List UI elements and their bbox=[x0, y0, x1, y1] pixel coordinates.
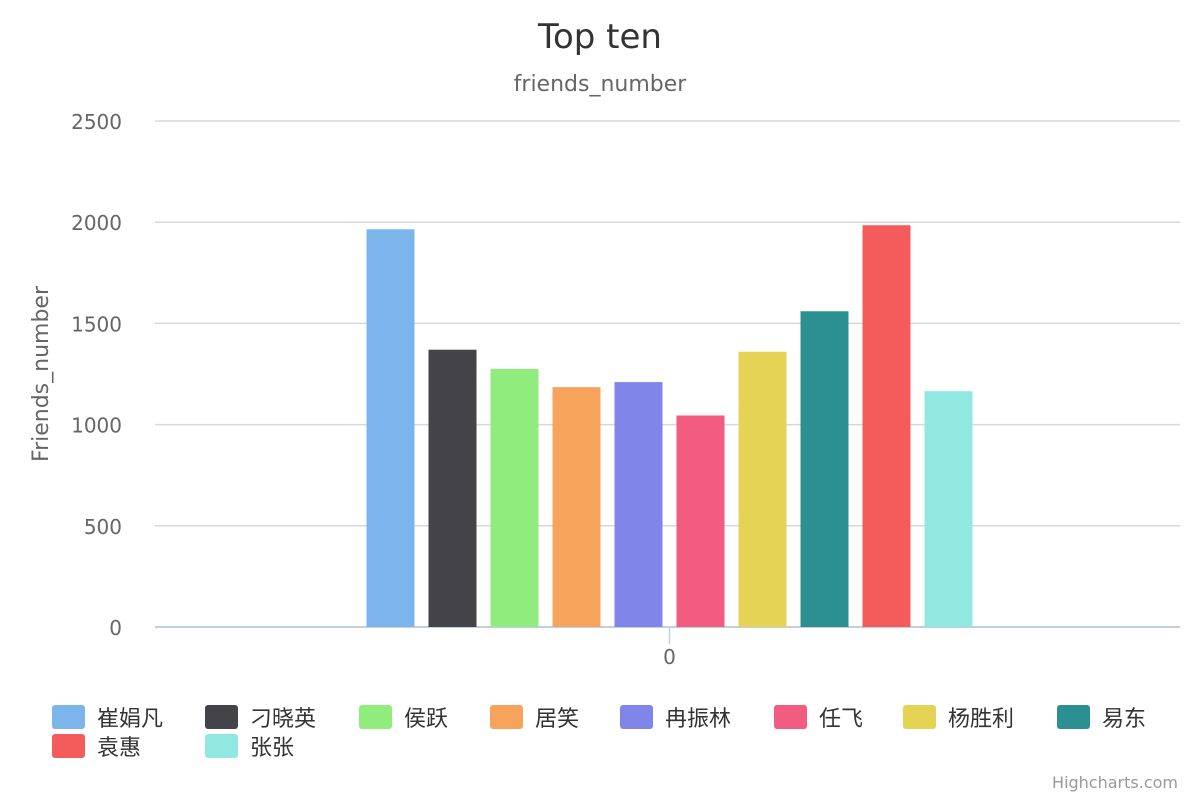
legend-swatch bbox=[205, 734, 238, 758]
bars bbox=[366, 225, 973, 627]
bar-10[interactable] bbox=[924, 391, 973, 627]
legend-item-1[interactable]: 崔娟凡 bbox=[52, 702, 163, 732]
legend-label: 易东 bbox=[1102, 707, 1147, 732]
legend-item-3[interactable]: 侯跃 bbox=[359, 702, 448, 732]
legend-label: 崔娟凡 bbox=[97, 707, 164, 732]
y-tick-label: 1000 bbox=[71, 414, 122, 438]
y-tick-label: 500 bbox=[84, 515, 122, 539]
bar-8[interactable] bbox=[800, 311, 849, 627]
bar-2[interactable] bbox=[428, 349, 477, 627]
legend-swatch bbox=[52, 705, 85, 729]
legend-swatch bbox=[1057, 705, 1090, 729]
legend-label: 袁惠 bbox=[97, 736, 142, 761]
legend-label: 杨胜利 bbox=[948, 707, 1015, 732]
legend-swatch bbox=[774, 705, 807, 729]
legend-swatch bbox=[620, 705, 653, 729]
legend-item-6[interactable]: 任飞 bbox=[774, 702, 863, 732]
bar-7[interactable] bbox=[738, 351, 787, 627]
bar-3[interactable] bbox=[490, 368, 539, 627]
legend-swatch bbox=[52, 734, 85, 758]
legend-label: 任飞 bbox=[819, 707, 864, 732]
legend-item-8[interactable]: 易东 bbox=[1057, 702, 1146, 732]
legend-swatch bbox=[205, 705, 238, 729]
legend-swatch bbox=[359, 705, 392, 729]
y-tick-label: 2000 bbox=[71, 211, 122, 235]
legend-item-4[interactable]: 居笑 bbox=[490, 702, 579, 732]
y-tick-label: 1500 bbox=[71, 312, 122, 336]
gridlines bbox=[155, 120, 1180, 628]
y-axis-label: Friends_number bbox=[29, 285, 54, 462]
legend-item-5[interactable]: 冉振林 bbox=[620, 702, 731, 732]
legend-item-9[interactable]: 袁惠 bbox=[52, 731, 141, 761]
bar-6[interactable] bbox=[676, 415, 725, 627]
bar-4[interactable] bbox=[552, 387, 601, 627]
legend-label: 冉振林 bbox=[665, 707, 732, 732]
legend-swatch bbox=[903, 705, 936, 729]
y-axis-ticks: 0 500 1000 1500 2000 2500 bbox=[71, 110, 122, 640]
legend-swatch bbox=[490, 705, 523, 729]
legend-item-10[interactable]: 张张 bbox=[205, 731, 294, 761]
credits-link[interactable]: Highcharts.com bbox=[1052, 773, 1178, 792]
y-tick-label: 0 bbox=[109, 616, 122, 640]
legend-item-7[interactable]: 杨胜利 bbox=[903, 702, 1014, 732]
x-tick-label: 0 bbox=[663, 645, 676, 669]
bar-5[interactable] bbox=[614, 382, 663, 627]
legend-label: 居笑 bbox=[535, 707, 580, 732]
legend-label: 侯跃 bbox=[404, 707, 449, 732]
legend-item-2[interactable]: 刁晓英 bbox=[205, 702, 316, 732]
legend-label: 刁晓英 bbox=[250, 707, 317, 732]
y-tick-label: 2500 bbox=[71, 110, 122, 134]
bar-9[interactable] bbox=[862, 225, 911, 627]
chart-subtitle: friends_number bbox=[514, 72, 688, 97]
bar-1[interactable] bbox=[366, 229, 415, 627]
x-axis: 0 bbox=[663, 627, 676, 669]
chart-title: Top ten bbox=[537, 17, 662, 57]
legend-label: 张张 bbox=[250, 736, 295, 761]
